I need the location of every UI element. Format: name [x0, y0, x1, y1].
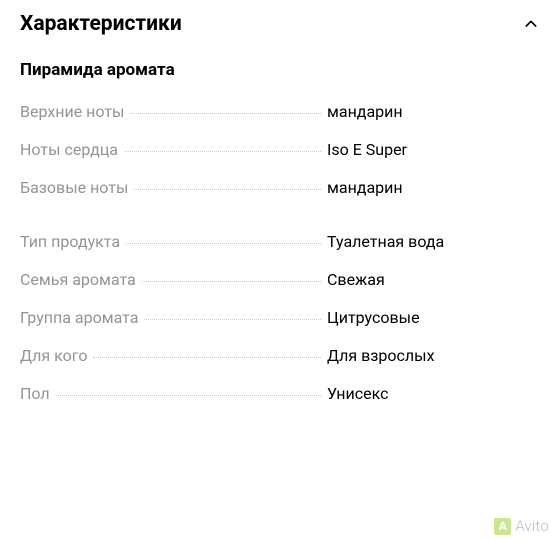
header-title: Характеристики [20, 12, 182, 36]
spec-label: Для кого [20, 346, 87, 365]
chevron-up-icon [523, 16, 539, 32]
spec-value: Iso E Super [327, 140, 539, 159]
spec-row: Ноты сердца Iso E Super [20, 140, 539, 159]
spec-label: Верхние ноты [20, 102, 124, 121]
spec-value: Унисекс [327, 384, 539, 403]
watermark-text: Avito [515, 517, 549, 535]
spec-value: мандарин [327, 178, 539, 197]
spec-row: Пол Унисекс [20, 384, 539, 403]
dots [124, 151, 321, 152]
dots [93, 357, 321, 358]
spec-label: Ноты сердца [20, 140, 118, 159]
avito-watermark: A Avito [494, 517, 549, 535]
dots [130, 113, 321, 114]
dots [142, 281, 321, 282]
spec-value: Цитрусовые [327, 308, 539, 327]
spec-row: Группа аромата Цитрусовые [20, 308, 539, 327]
spec-row: Семья аромата Свежая [20, 270, 539, 289]
dots [144, 319, 321, 320]
spec-row: Для кого Для взрослых [20, 346, 539, 365]
spec-value: Туалетная вода [327, 232, 539, 251]
spec-row: Верхние ноты мандарин [20, 102, 539, 121]
pyramid-title: Пирамида аромата [20, 60, 539, 80]
spec-label: Семья аромата [20, 270, 136, 289]
spec-value: мандарин [327, 102, 539, 121]
spec-label: Пол [20, 384, 50, 403]
dots [56, 395, 321, 396]
dots [126, 243, 321, 244]
spec-label: Группа аромата [20, 308, 138, 327]
attr-rows: Тип продукта Туалетная вода Семья аромат… [20, 232, 539, 403]
pyramid-rows: Верхние ноты мандарин Ноты сердца Iso E … [20, 102, 539, 197]
spec-row: Базовые ноты мандарин [20, 178, 539, 197]
dots [134, 189, 321, 190]
spec-value: Свежая [327, 270, 539, 289]
section-gap [20, 216, 539, 232]
characteristics-header[interactable]: Характеристики [20, 12, 539, 36]
spec-label: Базовые ноты [20, 178, 128, 197]
spec-value: Для взрослых [327, 346, 539, 365]
spec-row: Тип продукта Туалетная вода [20, 232, 539, 251]
spec-label: Тип продукта [20, 232, 120, 251]
avito-logo-icon: A [494, 518, 511, 535]
